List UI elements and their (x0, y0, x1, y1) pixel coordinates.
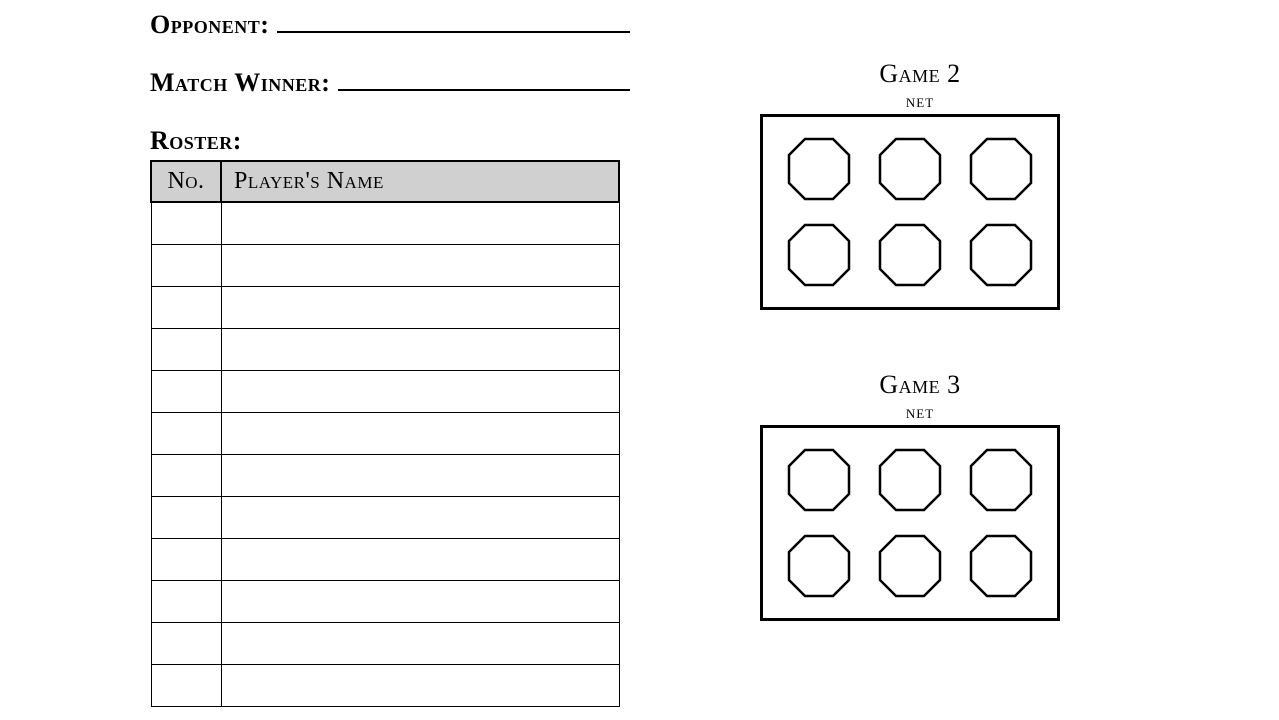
roster-no-cell (151, 538, 221, 580)
octagon-icon (876, 135, 944, 203)
roster-name-cell (221, 622, 619, 664)
roster-name-cell (221, 328, 619, 370)
octagon-icon (785, 532, 853, 600)
roster-row (151, 664, 619, 706)
roster-row (151, 202, 619, 244)
roster-row (151, 580, 619, 622)
game-3-title: Game 3 (760, 370, 1080, 400)
roster-table: No. Player's Name (150, 160, 620, 707)
roster-name-cell (221, 286, 619, 328)
roster-header-row: No. Player's Name (151, 161, 619, 202)
roster-name-cell (221, 496, 619, 538)
roster-name-cell (221, 538, 619, 580)
octagon-icon (876, 446, 944, 514)
roster-no-cell (151, 328, 221, 370)
roster-row (151, 538, 619, 580)
roster-col-no: No. (151, 161, 221, 202)
octagon-icon (785, 446, 853, 514)
roster-label: Roster: (150, 126, 630, 156)
roster-name-cell (221, 412, 619, 454)
game-3-box (760, 425, 1060, 621)
match-winner-field: Match Winner: (150, 68, 630, 98)
roster-no-cell (151, 202, 221, 244)
roster-name-cell (221, 244, 619, 286)
opponent-field: Opponent: (150, 10, 630, 40)
octagon-icon (876, 532, 944, 600)
game-2-net: net (760, 91, 1080, 112)
roster-name-cell (221, 664, 619, 706)
roster-row (151, 244, 619, 286)
game-2-box (760, 114, 1060, 310)
roster-row (151, 370, 619, 412)
game-2-block: Game 2 net (760, 59, 1080, 310)
right-games-section: Game 2 net Game 3 net (760, 0, 1080, 681)
roster-no-cell (151, 412, 221, 454)
roster-row (151, 412, 619, 454)
roster-row (151, 496, 619, 538)
octagon-icon (967, 135, 1035, 203)
roster-no-cell (151, 370, 221, 412)
roster-row (151, 286, 619, 328)
match-winner-line (338, 89, 630, 91)
opponent-line (277, 31, 630, 33)
roster-no-cell (151, 286, 221, 328)
roster-name-cell (221, 580, 619, 622)
octagon-icon (967, 221, 1035, 289)
roster-no-cell (151, 664, 221, 706)
roster-no-cell (151, 622, 221, 664)
game-3-net: net (760, 402, 1080, 423)
octagon-icon (785, 135, 853, 203)
roster-no-cell (151, 244, 221, 286)
roster-no-cell (151, 580, 221, 622)
game-3-block: Game 3 net (760, 370, 1080, 621)
roster-row (151, 454, 619, 496)
roster-row (151, 328, 619, 370)
roster-no-cell (151, 496, 221, 538)
roster-no-cell (151, 454, 221, 496)
roster-col-name: Player's Name (221, 161, 619, 202)
roster-name-cell (221, 370, 619, 412)
roster-name-cell (221, 454, 619, 496)
octagon-icon (785, 221, 853, 289)
octagon-icon (967, 446, 1035, 514)
opponent-label: Opponent: (150, 10, 269, 40)
octagon-icon (876, 221, 944, 289)
roster-name-cell (221, 202, 619, 244)
roster-row (151, 622, 619, 664)
game-2-title: Game 2 (760, 59, 1080, 89)
left-form-section: Opponent: Match Winner: Roster: No. Play… (150, 10, 630, 707)
octagon-icon (967, 532, 1035, 600)
match-winner-label: Match Winner: (150, 68, 330, 98)
